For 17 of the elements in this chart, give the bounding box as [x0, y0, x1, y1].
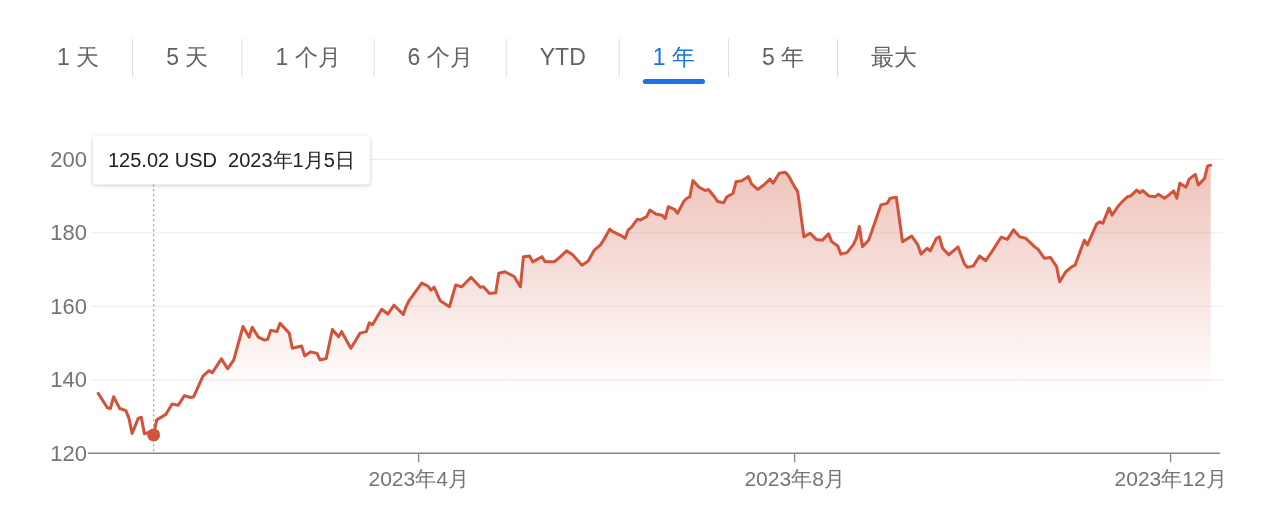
category-label: 6 个月: [407, 44, 473, 70]
y-tick-label: 180: [50, 220, 87, 246]
ref-line-label: 125.02 USD 2023年1月5日: [108, 149, 355, 172]
category-label: 1 年: [652, 44, 695, 70]
y-tick-label: 160: [50, 293, 87, 319]
category-label: YTD: [539, 44, 586, 70]
y-tick-label: 120: [50, 440, 87, 466]
category-label: 5 天: [166, 44, 209, 70]
y-tick-label: 140: [50, 367, 87, 393]
y-tick-label: 200: [50, 146, 87, 172]
category-label: 1 个月: [275, 44, 341, 70]
x-tick-label: 2023年8月: [744, 466, 845, 490]
category-label: 最大: [871, 44, 918, 70]
category-label: 5 年: [761, 44, 805, 70]
x-tick-label: 2023年4月: [368, 466, 469, 490]
category-label: 1 天: [57, 44, 100, 70]
x-tick-label: 2023年12月: [1114, 466, 1227, 490]
